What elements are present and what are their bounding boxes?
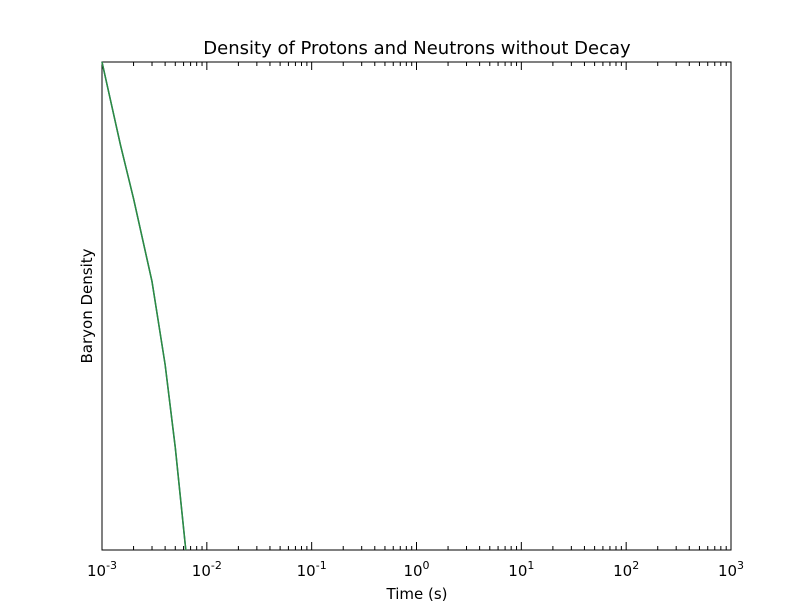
chart-title: Density of Protons and Neutrons without … (203, 38, 631, 59)
x-tick-label: 10-3 (87, 559, 117, 580)
x-tick-label: 101 (508, 559, 534, 580)
plot-frame (101, 61, 732, 551)
x-tick-label: 102 (613, 559, 639, 580)
x-tick-label: 103 (718, 559, 744, 580)
x-tick-label: 10-1 (297, 559, 327, 580)
x-axis-label: Time (s) (386, 585, 448, 603)
x-tick-label: 10-2 (192, 559, 222, 580)
series-line-1 (101, 61, 187, 551)
y-axis-label: Baryon Density (78, 248, 96, 363)
x-tick-label: 100 (403, 559, 429, 580)
plot-area: 10-3 10-2 10-1 100 101 102 103 (87, 61, 744, 580)
series-line-2 (101, 61, 187, 551)
